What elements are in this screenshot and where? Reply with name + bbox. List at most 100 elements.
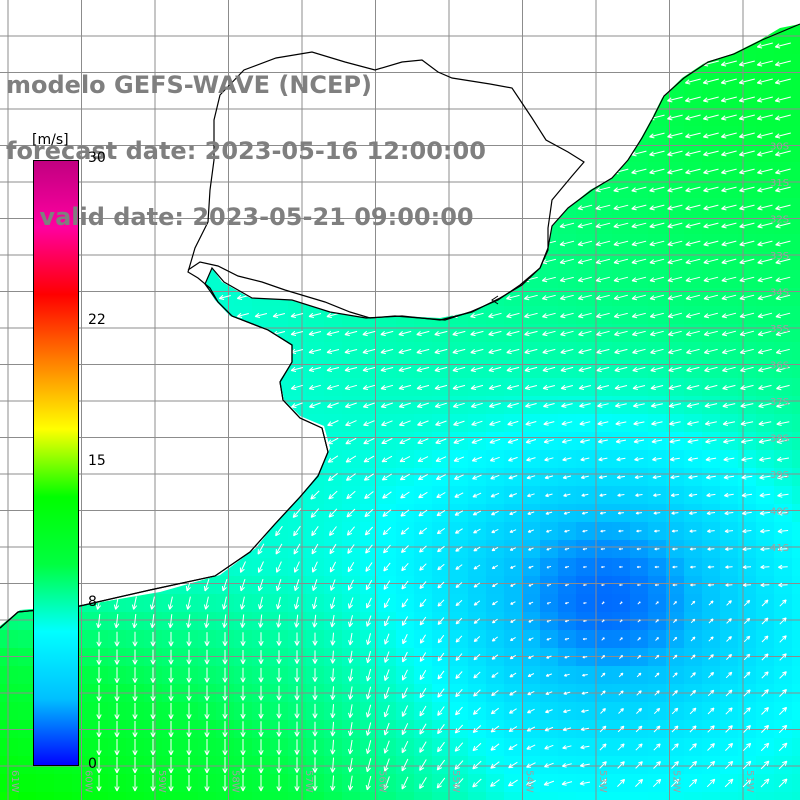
wind-arrow bbox=[383, 776, 390, 790]
wind-arrow bbox=[510, 619, 516, 623]
wind-arrow bbox=[400, 509, 410, 517]
wind-arrow bbox=[739, 276, 755, 283]
wind-arrow bbox=[757, 240, 773, 247]
wind-arrow bbox=[240, 721, 246, 738]
wind-arrow bbox=[240, 775, 246, 792]
wind-arrow bbox=[559, 258, 575, 265]
wind-arrow bbox=[685, 222, 701, 229]
wind-arrow bbox=[383, 598, 391, 609]
wind-arrow bbox=[757, 258, 773, 265]
wind-arrow bbox=[726, 653, 733, 660]
wind-arrow bbox=[419, 723, 427, 735]
wind-arrow bbox=[471, 438, 483, 444]
wind-arrow bbox=[455, 653, 463, 661]
wind-arrow bbox=[617, 743, 625, 751]
wind-arrow bbox=[672, 690, 678, 696]
wind-arrow bbox=[615, 438, 626, 444]
lon-label: 51W bbox=[744, 770, 755, 793]
wind-arrow bbox=[702, 132, 719, 139]
wind-arrow bbox=[562, 727, 572, 732]
wind-arrow bbox=[222, 775, 228, 792]
wind-arrow bbox=[491, 564, 499, 570]
wind-arrow bbox=[685, 330, 700, 337]
wind-arrow bbox=[761, 653, 769, 661]
wind-arrow bbox=[617, 511, 624, 515]
wind-arrow bbox=[577, 294, 592, 301]
wind-arrow bbox=[578, 348, 592, 355]
wind-arrow bbox=[632, 348, 646, 355]
wind-arrow bbox=[472, 725, 482, 733]
wind-arrow bbox=[382, 526, 392, 536]
wind-arrow bbox=[380, 402, 393, 409]
wind-arrow bbox=[738, 114, 755, 121]
wind-arrow bbox=[563, 493, 571, 497]
wind-arrow bbox=[401, 580, 409, 590]
wind-arrow bbox=[775, 222, 791, 229]
wind-arrow bbox=[473, 564, 481, 570]
wind-arrow bbox=[758, 384, 772, 391]
wind-arrow bbox=[613, 276, 629, 283]
wind-arrow bbox=[383, 722, 390, 736]
wind-arrow bbox=[561, 780, 573, 786]
colorbar-tick-label: 30 bbox=[88, 150, 106, 166]
wind-arrow bbox=[276, 739, 282, 755]
wind-arrow bbox=[685, 168, 701, 175]
wind-arrow bbox=[222, 721, 228, 738]
wind-arrow bbox=[652, 475, 662, 480]
wind-arrow bbox=[601, 565, 605, 569]
wind-arrow bbox=[595, 294, 610, 301]
wind-arrow bbox=[760, 546, 770, 552]
wind-arrow bbox=[742, 510, 752, 516]
wind-arrow bbox=[454, 778, 464, 789]
wind-arrow bbox=[473, 528, 481, 534]
wind-arrow bbox=[544, 457, 554, 462]
wind-arrow bbox=[380, 384, 394, 390]
wind-arrow bbox=[347, 757, 354, 773]
wind-arrow bbox=[276, 757, 282, 774]
wind-arrow bbox=[706, 778, 716, 788]
wind-arrow bbox=[401, 687, 408, 699]
lon-label: 56W bbox=[377, 770, 388, 793]
wind-arrow bbox=[417, 456, 429, 462]
wind-arrow bbox=[564, 620, 569, 623]
wind-arrow bbox=[649, 312, 664, 319]
wind-arrow bbox=[294, 721, 300, 737]
wind-arrow bbox=[382, 509, 392, 517]
wind-arrow bbox=[399, 455, 411, 463]
wind-arrow bbox=[150, 703, 156, 720]
wind-arrow bbox=[380, 348, 394, 355]
wind-arrow bbox=[437, 724, 445, 735]
wind-arrow bbox=[525, 438, 537, 444]
wind-arrow bbox=[561, 402, 573, 408]
wind-arrow bbox=[631, 222, 647, 229]
wind-arrow bbox=[667, 132, 683, 139]
wind-arrow bbox=[578, 330, 592, 337]
wind-arrow bbox=[132, 631, 138, 647]
wind-arrow bbox=[222, 667, 228, 683]
wind-arrow bbox=[491, 618, 498, 624]
wind-arrow bbox=[506, 384, 520, 390]
wind-arrow bbox=[366, 650, 372, 664]
wind-arrow bbox=[649, 186, 665, 193]
wind-arrow bbox=[434, 384, 448, 390]
wind-arrow bbox=[526, 762, 536, 768]
wind-arrow bbox=[741, 456, 753, 462]
wind-arrow bbox=[419, 598, 427, 608]
wind-arrow bbox=[472, 492, 482, 498]
wind-arrow bbox=[722, 420, 736, 426]
wind-arrow bbox=[757, 330, 773, 337]
wind-arrow bbox=[599, 511, 606, 515]
wind-arrow bbox=[437, 652, 445, 662]
wind-arrow bbox=[761, 707, 769, 715]
wind-arrow bbox=[724, 529, 734, 534]
wind-arrow bbox=[204, 703, 210, 720]
wind-arrow bbox=[583, 620, 587, 623]
wind-arrow bbox=[312, 614, 318, 628]
wind-arrow bbox=[757, 348, 772, 355]
wind-arrow bbox=[582, 529, 588, 533]
wind-arrow bbox=[686, 420, 699, 426]
wind-arrow bbox=[654, 529, 660, 533]
wind-arrow bbox=[777, 474, 789, 480]
wind-arrow bbox=[651, 420, 663, 426]
wind-arrow bbox=[257, 561, 264, 573]
